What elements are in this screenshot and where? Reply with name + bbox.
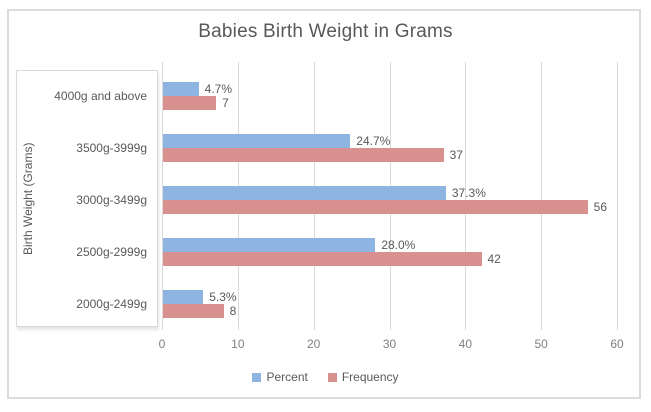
x-tick-label: 60 xyxy=(610,337,624,351)
x-tick-label: 30 xyxy=(382,337,397,351)
legend-label: Percent xyxy=(266,370,308,384)
gridline xyxy=(541,62,543,330)
chart-title: Babies Birth Weight in Grams xyxy=(198,21,453,42)
bar-frequency xyxy=(163,252,482,266)
bar-percent xyxy=(163,290,204,304)
data-label-frequency: 37 xyxy=(449,148,463,162)
data-label-frequency: 8 xyxy=(229,304,237,318)
legend: Percent Frequency xyxy=(0,370,651,384)
data-label-percent: 37.3% xyxy=(451,186,486,200)
data-label-frequency: 7 xyxy=(222,96,229,110)
legend-item-frequency: Frequency xyxy=(327,370,399,384)
y-category-label: 2000g-2499g xyxy=(76,297,147,311)
bar-frequency xyxy=(163,148,444,162)
bar-percent xyxy=(163,82,199,96)
bar-frequency xyxy=(163,96,217,110)
data-label-frequency: 56 xyxy=(593,200,608,214)
data-label-frequency: 42 xyxy=(487,252,501,266)
y-category-label: 4000g and above xyxy=(54,89,147,103)
legend-label: Frequency xyxy=(341,370,399,384)
data-label-percent: 4.7% xyxy=(204,82,232,96)
bar-frequency xyxy=(163,304,224,318)
x-tick-label: 40 xyxy=(458,337,472,351)
data-label-percent: 28.0% xyxy=(381,238,416,252)
gridline xyxy=(465,62,467,330)
gridline xyxy=(617,62,618,330)
x-tick-label: 20 xyxy=(306,337,321,351)
bar-frequency xyxy=(163,200,588,214)
x-tick-label: 10 xyxy=(231,337,245,351)
bar-percent xyxy=(163,186,446,200)
legend-item-percent: Percent xyxy=(252,370,308,384)
y-category-label: 2500g-2999g xyxy=(76,245,147,259)
data-label-percent: 5.3% xyxy=(209,290,237,304)
bar-percent xyxy=(163,134,351,148)
data-label-percent: 24.7% xyxy=(356,134,391,148)
x-tick-label: 50 xyxy=(534,337,548,351)
y-category-label: 3000g-3499g xyxy=(76,193,147,207)
legend-swatch-percent xyxy=(252,372,262,382)
legend-swatch-frequency xyxy=(327,372,337,382)
y-category-label: 3500g-3999g xyxy=(76,141,147,155)
bar-percent xyxy=(163,238,376,252)
category-axis-box: Birth Weight (Grams) 4000g and above 3500… xyxy=(16,70,158,327)
gridline xyxy=(162,62,163,330)
x-tick-label: 0 xyxy=(158,337,166,351)
